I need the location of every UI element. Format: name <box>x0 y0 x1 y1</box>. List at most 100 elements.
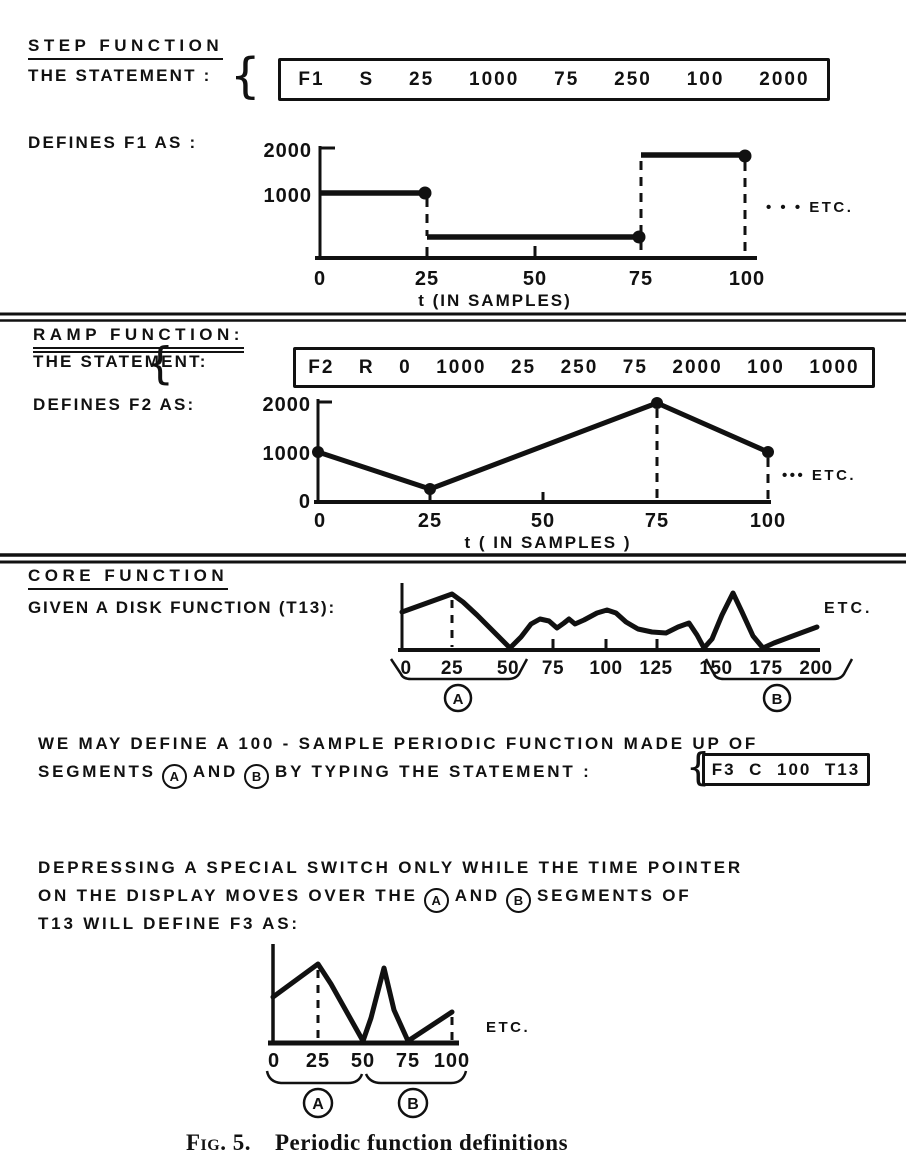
ramp-xtick: 100 <box>750 510 786 532</box>
statement-token: C <box>749 759 764 779</box>
statement-token: S <box>359 68 375 90</box>
statement-token: 100 <box>686 68 725 90</box>
ramp-x-axis-label: t ( IN SAMPLES ) <box>464 533 631 552</box>
segment-b-letter: B <box>407 1096 419 1113</box>
statement-token: 0 <box>399 356 412 378</box>
data-point <box>418 186 432 200</box>
step-statement-box: F1 S 25 1000 75 250 100 2000 <box>278 58 830 101</box>
core-xtick: 175 <box>749 658 782 679</box>
step-x-axis-label: t (IN SAMPLES) <box>418 291 572 310</box>
statement-token: T13 <box>824 759 861 779</box>
switch-text-and: AND <box>454 886 500 905</box>
circled-a-badge: A <box>423 888 449 913</box>
statement-token: 75 <box>622 356 648 378</box>
statement-token: F1 <box>298 68 325 90</box>
step-xtick: 100 <box>729 268 765 290</box>
step-statement-brace: { <box>230 48 261 104</box>
switch-text-prefix: ON THE DISPLAY MOVES OVER THE <box>38 886 418 905</box>
segment-b-letter: B <box>772 691 783 708</box>
statement-token: 25 <box>409 68 435 90</box>
circled-a-badge <box>443 683 473 713</box>
segment-a-letter: A <box>312 1096 324 1113</box>
circled-b-badge: B <box>244 764 270 789</box>
statement-token: 1000 <box>809 356 860 378</box>
f3-xtick: 50 <box>351 1050 375 1072</box>
separator-2 <box>0 553 906 564</box>
core-chart: 0 25 50 75 100 125 150 175 200 ETC. A B <box>389 583 869 713</box>
core-xtick: 125 <box>639 658 672 679</box>
statement-token: 75 <box>554 68 580 90</box>
ramp-heading-label: RAMP FUNCTION: <box>33 325 244 349</box>
segment-b-brace <box>364 1070 468 1085</box>
switch-text-line3: T13 WILL DEFINE F3 AS: <box>38 914 300 933</box>
ramp-ytick: 1000 <box>263 443 312 465</box>
f3-xtick: 100 <box>434 1050 470 1072</box>
figure-caption: Fig. 5. Periodic function definitions <box>186 1130 568 1156</box>
f3-xtick: 75 <box>396 1050 420 1072</box>
ramp-heading: RAMP FUNCTION: <box>33 325 244 353</box>
ramp-chart: 2000 1000 0 0 25 50 75 100 t ( IN SAMPLE… <box>263 394 854 552</box>
figure-caption-text: Periodic function definitions <box>274 1130 569 1155</box>
define-text-line2: SEGMENTS A AND B BY TYPING THE STATEMENT : <box>38 762 592 789</box>
ramp-xtick: 0 <box>314 510 326 532</box>
segment-a-brace <box>265 1070 364 1085</box>
statement-token: 100 <box>747 356 785 378</box>
ramp-xtick: 75 <box>645 510 669 532</box>
data-point <box>651 397 663 409</box>
core-given-label: GIVEN A DISK FUNCTION (T13): <box>28 598 336 617</box>
data-point <box>762 446 774 458</box>
core-heading-label: CORE FUNCTION <box>28 566 229 590</box>
circled-b-badge <box>762 683 792 713</box>
statement-token: 100 <box>776 759 812 779</box>
step-heading-label: STEP FUNCTION <box>28 36 224 60</box>
segment-a-letter: A <box>453 691 464 708</box>
statement-token: F3 <box>711 759 736 779</box>
switch-text-suffix: SEGMENTS OF <box>536 886 692 905</box>
step-ytick: 1000 <box>264 185 313 207</box>
ramp-ytick: 2000 <box>263 394 312 416</box>
step-xtick: 0 <box>314 268 326 290</box>
data-point <box>312 446 324 458</box>
f3-xtick: 0 <box>268 1050 280 1072</box>
core-xtick: 25 <box>441 658 463 679</box>
ramp-ytick: 0 <box>299 491 311 513</box>
statement-token: F2 <box>308 356 335 378</box>
data-point <box>632 230 646 244</box>
segment-a-brace <box>389 658 529 681</box>
separator-1 <box>0 312 906 322</box>
figure-number: Fig. 5. <box>186 1130 251 1155</box>
circled-a-badge: A <box>161 764 187 789</box>
step-heading: STEP FUNCTION <box>28 36 224 60</box>
ramp-defines-label: DEFINES F2 AS: <box>33 395 196 414</box>
step-etc-label: • • • ETC. <box>766 199 853 216</box>
statement-token: 1000 <box>436 356 487 378</box>
circled-a-badge <box>302 1087 334 1119</box>
core-xtick: 100 <box>589 658 622 679</box>
f3-curve <box>270 961 455 1044</box>
disk-function-curve <box>399 590 820 651</box>
core-heading: CORE FUNCTION <box>28 566 229 590</box>
define-text-suffix: BY TYPING THE STATEMENT : <box>275 762 592 781</box>
step-ytick: 2000 <box>264 140 313 162</box>
core-xtick: 75 <box>542 658 564 679</box>
core-xtick: 0 <box>400 658 411 679</box>
ramp-statement-label: THE STATEMENT: <box>33 352 208 371</box>
step-xtick: 50 <box>523 268 547 290</box>
step-defines-label: DEFINES F1 AS : <box>28 133 198 152</box>
ramp-xtick: 25 <box>418 510 442 532</box>
f3-etc-label: ETC. <box>486 1019 530 1036</box>
ramp-statement-box: F2 R 0 1000 25 250 75 2000 100 1000 <box>293 347 875 388</box>
step-xtick: 25 <box>415 268 439 290</box>
core-xtick: 50 <box>497 658 519 679</box>
switch-text-line1: DEPRESSING A SPECIAL SWITCH ONLY WHILE T… <box>38 858 743 877</box>
ramp-statement-brace: { <box>146 338 174 389</box>
f3-chart: 0 25 50 75 100 ETC. A B <box>265 944 530 1119</box>
statement-token: 2000 <box>672 356 723 378</box>
statement-token: 25 <box>510 356 537 378</box>
switch-text-line2: ON THE DISPLAY MOVES OVER THE A AND B SEGMEN… <box>38 886 692 913</box>
ramp-line <box>317 400 770 492</box>
f3-statement-box: F3 C 100 T13 <box>702 753 870 786</box>
step-xtick: 75 <box>629 268 653 290</box>
data-point <box>738 149 752 163</box>
f3-xtick: 25 <box>306 1050 330 1072</box>
